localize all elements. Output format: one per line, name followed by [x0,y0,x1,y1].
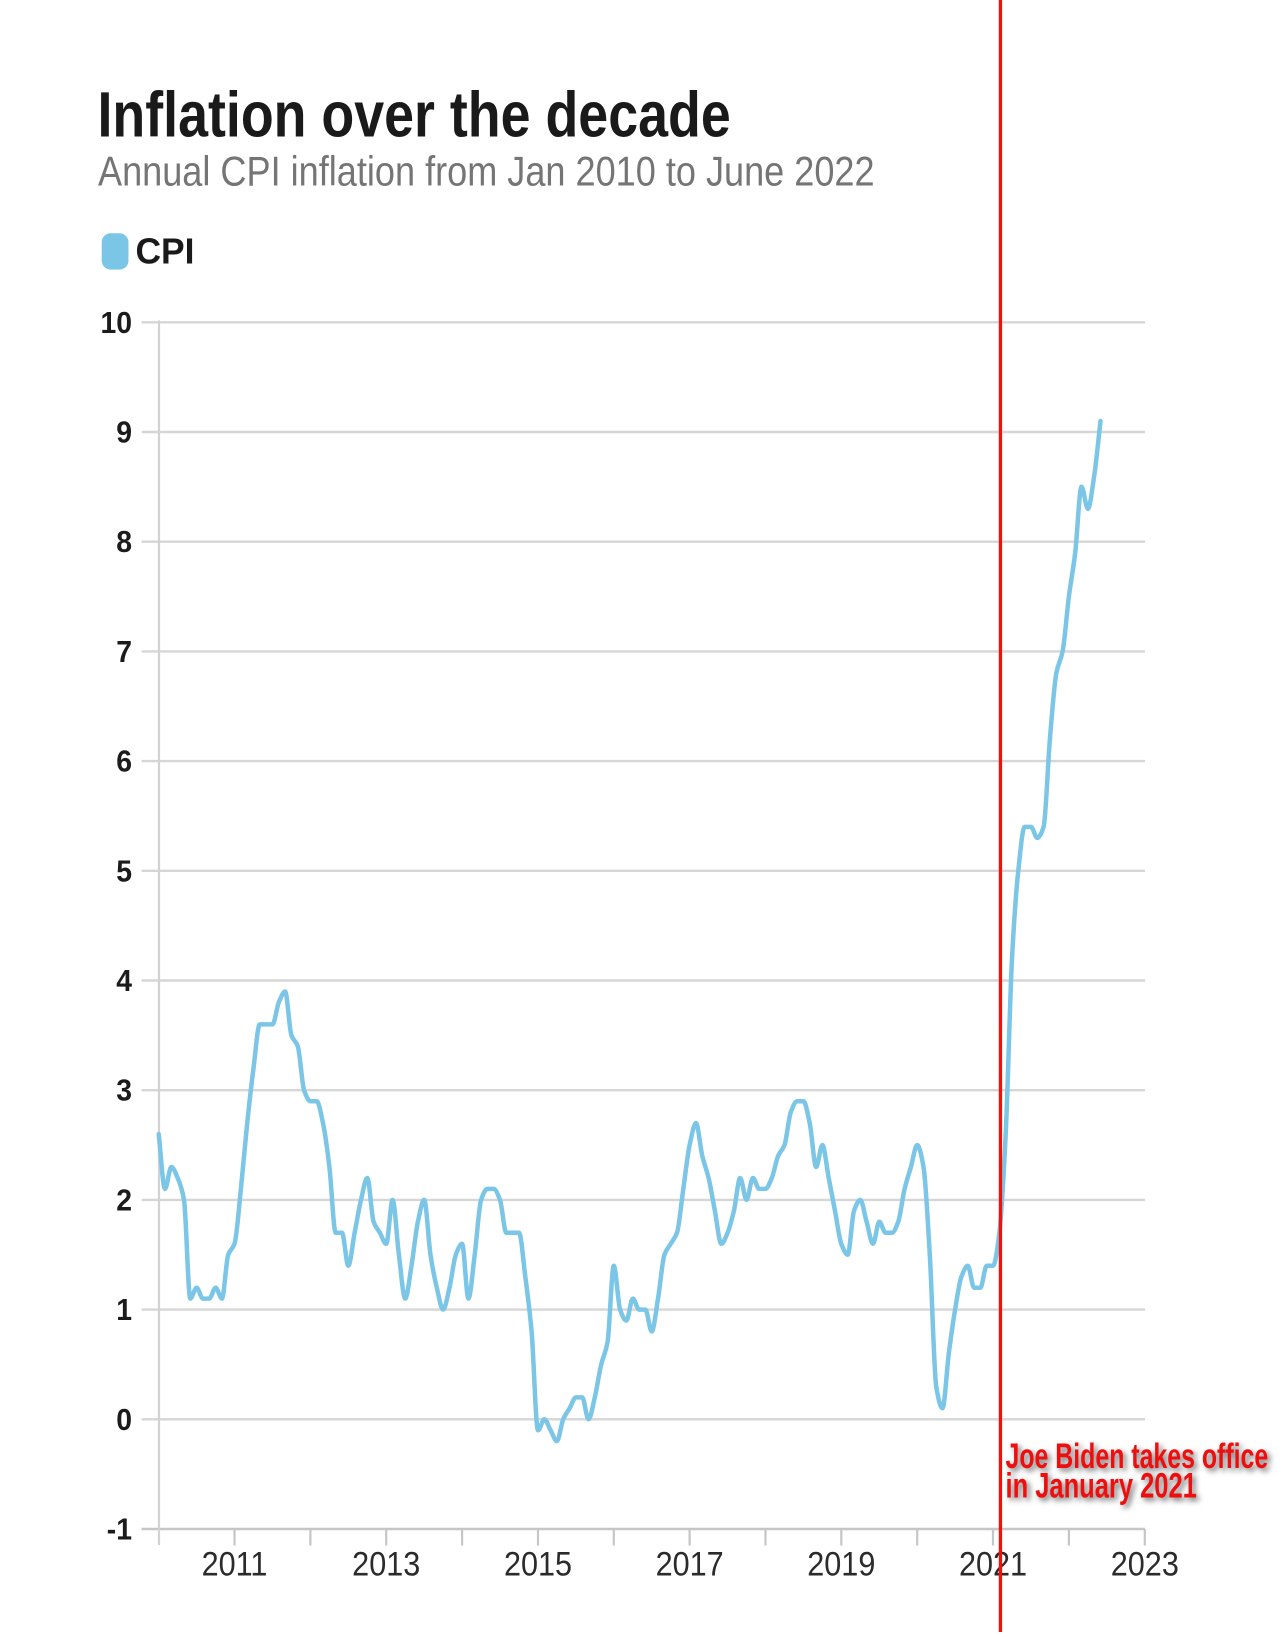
svg-text:CPI: CPI [136,230,195,272]
svg-text:2017: 2017 [656,1545,724,1583]
svg-text:Annual CPI inflation from Jan: Annual CPI inflation from Jan 2010 to Ju… [98,149,875,195]
svg-text:2013: 2013 [352,1545,420,1583]
svg-text:Joe Biden takes office: Joe Biden takes office [1006,1437,1269,1476]
svg-text:-1: -1 [107,1513,132,1547]
svg-text:2021: 2021 [959,1545,1027,1583]
svg-text:2015: 2015 [504,1545,572,1583]
svg-text:10: 10 [100,306,132,340]
svg-text:in January 2021: in January 2021 [1006,1465,1197,1505]
svg-text:3: 3 [116,1074,132,1108]
svg-text:1: 1 [116,1293,132,1327]
svg-text:2011: 2011 [202,1545,268,1583]
svg-text:4: 4 [116,964,132,998]
svg-text:9: 9 [116,416,132,450]
svg-text:Inflation over the decade: Inflation over the decade [98,78,731,151]
svg-text:7: 7 [116,635,132,669]
svg-text:2019: 2019 [807,1545,875,1583]
svg-text:8: 8 [116,525,132,559]
svg-text:2023: 2023 [1111,1545,1179,1583]
svg-text:0: 0 [116,1403,132,1437]
svg-text:2: 2 [116,1183,132,1217]
svg-text:6: 6 [116,745,132,779]
svg-text:5: 5 [116,854,132,888]
